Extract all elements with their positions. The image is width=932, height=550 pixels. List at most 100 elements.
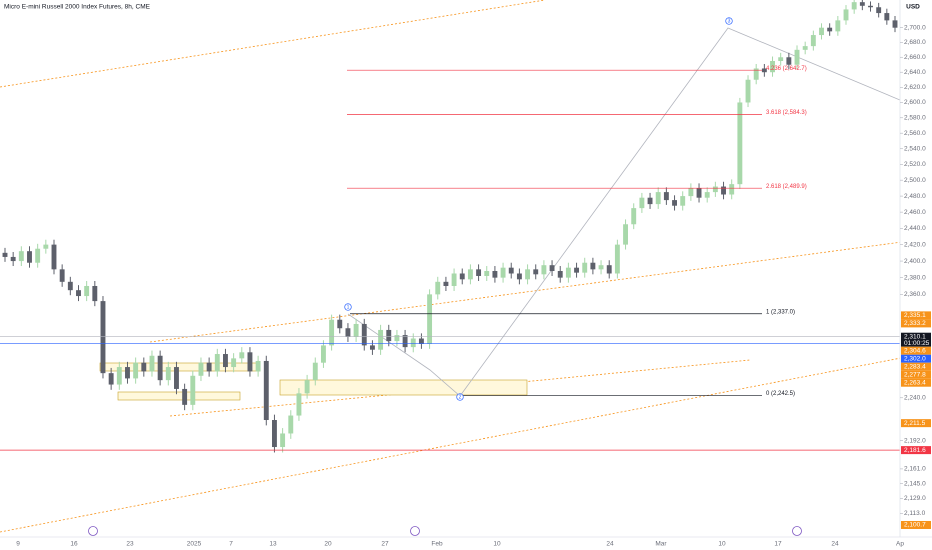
candle-body [786, 57, 792, 65]
price-label: 2,100.7 [904, 522, 926, 529]
price-label-box [901, 311, 931, 320]
candle-body [500, 267, 506, 278]
x-tick-label: 24 [606, 541, 614, 548]
candle-body [182, 388, 188, 405]
candles [2, 0, 898, 453]
candle-body [508, 267, 514, 274]
candle-body [214, 354, 220, 372]
y-tick-label: 2,620.0 [904, 84, 926, 91]
candle-body [329, 319, 335, 346]
candle-body [59, 269, 65, 282]
x-tick-label: 2025 [187, 541, 202, 548]
candle-body [484, 270, 490, 276]
zone [279, 379, 528, 396]
candle-body [125, 367, 130, 379]
candle-body [598, 265, 604, 270]
price-label-box [901, 354, 931, 363]
candle-body [410, 338, 416, 348]
candle-body [394, 335, 400, 342]
candle-body [680, 196, 686, 206]
candle-body [443, 281, 449, 286]
wave-marker [344, 303, 352, 311]
event-icons [88, 526, 802, 536]
candle-body [819, 27, 824, 36]
candle-body [590, 262, 596, 270]
price-label-box [901, 319, 931, 328]
candle-body [165, 367, 171, 381]
wave-label: 2 [459, 395, 462, 401]
y-tick-label: 2,580.0 [904, 114, 926, 121]
candle-body [369, 345, 375, 350]
zone [117, 391, 241, 401]
candle-body [557, 270, 563, 278]
drawings [0, 0, 900, 533]
candle-body [802, 46, 808, 50]
x-tick-label: 24 [831, 541, 839, 548]
channel-line [149, 241, 900, 343]
x-tick-label: 13 [269, 541, 277, 548]
candle-body [206, 362, 212, 372]
price-label-box [901, 332, 931, 347]
price-label: 2,283.4 [904, 363, 926, 370]
candle-body [361, 323, 367, 346]
y-tick-label: 2,192.0 [904, 437, 926, 444]
candle-body [18, 251, 24, 262]
candle-body [794, 49, 800, 65]
candle-body [810, 35, 816, 47]
candle-body [353, 323, 359, 337]
wave-marker [725, 17, 733, 25]
y-tick-label: 2,113.0 [904, 510, 926, 517]
channel-line [0, 0, 546, 88]
candle-body [157, 355, 163, 381]
candle-body [623, 224, 628, 245]
price-label: 2,263.4 [904, 379, 926, 386]
candle-body [296, 393, 302, 416]
candle-body [876, 7, 882, 14]
candle-body [10, 256, 16, 262]
candle-body [459, 273, 465, 280]
y-tick-label: 2,420.0 [904, 241, 926, 248]
y-tick-label: 2,500.0 [904, 177, 926, 184]
candle-body [835, 20, 841, 32]
y-tick-label: 2,360.0 [904, 291, 926, 298]
candle-body [868, 5, 873, 8]
candle-body [770, 60, 775, 73]
candle-body [647, 197, 653, 205]
candle-body [574, 267, 580, 273]
candle-body [435, 281, 441, 295]
candle-body [231, 358, 237, 368]
y-tick-label: 2,161.0 [904, 466, 926, 473]
candle-body [859, 2, 865, 6]
price-label-box [901, 346, 931, 355]
y-tick-label: 2,400.0 [904, 258, 926, 265]
candle-body [288, 415, 294, 434]
candle-body [476, 269, 482, 276]
fib-label: 0 (2,242.5) [766, 391, 795, 397]
y-tick-label: 2,560.0 [904, 130, 926, 137]
candle-body [712, 186, 718, 193]
candle-body [451, 273, 457, 286]
event-icon [410, 526, 420, 536]
x-tick-label: 27 [381, 541, 389, 548]
event-icon [792, 526, 802, 536]
countdown: 01:00:25 [904, 340, 930, 347]
candle-body [141, 362, 147, 372]
candle-body [76, 290, 81, 297]
price-label: 2,181.6 [904, 447, 926, 454]
candle-body [27, 251, 32, 263]
x-tick-label: 20 [324, 541, 332, 548]
candle-body [565, 267, 571, 278]
candle-body [100, 301, 106, 374]
candle-body [280, 433, 286, 448]
x-tick-label: 17 [774, 541, 782, 548]
candle-body [631, 208, 637, 225]
price-label: 2,277.8 [904, 371, 926, 378]
candle-body [533, 269, 539, 275]
candle-body [67, 281, 73, 291]
candle-body [663, 192, 669, 201]
candle-body [337, 319, 343, 329]
fib-label: 4.236 (2,642.7) [766, 66, 807, 72]
wave-marker [456, 393, 464, 401]
candle-body [614, 244, 620, 274]
candle-body [884, 13, 890, 21]
